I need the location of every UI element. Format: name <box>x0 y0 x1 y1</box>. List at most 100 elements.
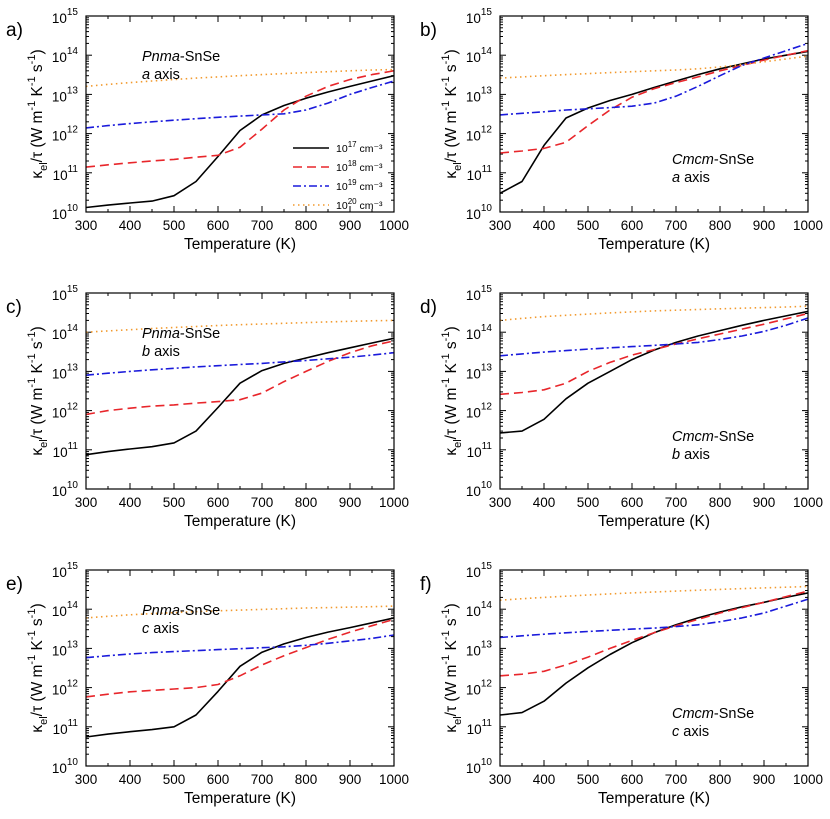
axis-letter: c <box>142 621 150 637</box>
legend-exp: 18 <box>348 159 357 168</box>
x-axis-label: Temperature (K) <box>184 236 296 253</box>
ylab-sub: el <box>452 439 464 448</box>
y-tick-base: 10 <box>466 604 481 619</box>
y-tick-exponent: 14 <box>481 46 493 57</box>
legend-unit: cm⁻³ <box>357 143 383 155</box>
ylab-sup: -1 <box>26 101 38 111</box>
material-rest: -SnSe <box>714 152 754 168</box>
y-tick-label: 1013 <box>52 362 79 381</box>
y-tick-exponent: 10 <box>481 203 493 214</box>
ylab-sup: -1 <box>26 655 38 665</box>
y-tick-exponent: 11 <box>482 718 493 729</box>
y-tick-base: 10 <box>52 604 67 619</box>
y-tick-base: 10 <box>466 129 481 144</box>
x-tick-label: 700 <box>665 772 688 787</box>
y-tick-exponent: 13 <box>67 362 79 373</box>
x-tick-label: 600 <box>621 495 644 510</box>
y-tick-base: 10 <box>466 11 481 26</box>
x-tick-label: 600 <box>621 218 644 233</box>
material-label: Cmcm-SnSe <box>672 429 754 445</box>
series-line-1e20 <box>500 585 808 601</box>
x-tick-label: 1000 <box>793 772 823 787</box>
y-tick-label: 1015 <box>466 7 493 26</box>
y-tick-label: 1010 <box>52 480 79 499</box>
y-tick-base: 10 <box>52 11 67 26</box>
x-tick-label: 600 <box>207 495 230 510</box>
legend-label: 1018 cm⁻³ <box>336 159 383 174</box>
y-tick-exponent: 13 <box>67 639 79 650</box>
panel-label: b) <box>420 20 437 41</box>
y-tick-base: 10 <box>52 327 67 342</box>
y-tick-label: 1010 <box>466 203 493 222</box>
material-rest: -SnSe <box>180 49 220 65</box>
ylab-part: /τ (W m <box>29 388 46 440</box>
material-rest: -SnSe <box>180 326 220 342</box>
y-tick-base: 10 <box>53 168 68 183</box>
axis-label: b axis <box>672 447 710 463</box>
ylab-sup: -1 <box>26 332 38 342</box>
legend-base: 10 <box>336 162 348 174</box>
material-italic: Cmcm <box>672 706 714 722</box>
y-tick-label: 1012 <box>466 125 493 144</box>
series-line-1e19 <box>500 42 808 116</box>
y-tick-base: 10 <box>466 89 481 104</box>
chart-panel-2: 300 400 500 600 700 800 900 1000101010111012101… <box>420 7 823 253</box>
ylab-part: /τ (W m <box>29 111 46 163</box>
panel-label: e) <box>6 574 23 595</box>
x-tick-label: 800 <box>709 218 732 233</box>
x-tick-label: 300 <box>75 772 98 787</box>
y-tick-exponent: 15 <box>481 561 493 572</box>
ylab-sub: el <box>38 162 50 171</box>
y-tick-label: 1010 <box>466 757 493 776</box>
y-tick-base: 10 <box>466 366 481 381</box>
series-line-1e17 <box>86 74 394 209</box>
y-tick-exponent: 12 <box>481 125 493 136</box>
y-tick-base: 10 <box>466 406 481 421</box>
x-tick-label: 1000 <box>793 495 823 510</box>
axis-word: axis <box>150 344 180 360</box>
ylab-part: ) <box>443 49 460 54</box>
y-tick-exponent: 13 <box>67 85 79 96</box>
x-tick-label: 400 <box>119 218 142 233</box>
ylab-part: /τ (W m <box>443 388 460 440</box>
ylab-sup: -1 <box>26 609 38 619</box>
y-tick-exponent: 14 <box>67 600 79 611</box>
ylab-part: ) <box>443 603 460 608</box>
x-tick-label: 900 <box>753 495 776 510</box>
x-tick-label: 500 <box>163 772 186 787</box>
legend-label: 1020 cm⁻³ <box>336 197 383 212</box>
y-axis-label: κel/τ (W m-1 K-1 s-1) <box>440 603 464 732</box>
series-line-1e19 <box>86 351 394 376</box>
ylab-part: ) <box>29 326 46 331</box>
ylab-sup: -1 <box>440 609 452 619</box>
legend-exp: 20 <box>348 197 357 206</box>
y-tick-exponent: 15 <box>481 284 493 295</box>
chart-panel-4: 300 400 500 600 700 800 900 1000101010111012101… <box>420 284 823 530</box>
ylab-kappa: κ <box>29 448 46 456</box>
legend-label: 1019 cm⁻³ <box>336 178 383 193</box>
series-line-1e18 <box>86 70 394 168</box>
axis-label: c axis <box>142 621 179 637</box>
y-tick-label: 1012 <box>52 679 79 698</box>
panel-label: a) <box>6 20 23 41</box>
axis-word: axis <box>149 621 179 637</box>
panel-label: f) <box>420 574 432 595</box>
x-tick-label: 1000 <box>379 218 409 233</box>
y-tick-base: 10 <box>52 484 67 499</box>
ylab-part: /τ (W m <box>443 665 460 717</box>
y-tick-exponent: 14 <box>481 600 493 611</box>
x-tick-label: 1000 <box>793 218 823 233</box>
y-tick-exponent: 11 <box>68 441 79 452</box>
axis-word: axis <box>679 724 709 740</box>
ylab-kappa: κ <box>443 448 460 456</box>
ylab-sup: -1 <box>26 55 38 65</box>
y-tick-base: 10 <box>52 89 67 104</box>
legend-exp: 19 <box>348 178 357 187</box>
material-rest: -SnSe <box>714 429 754 445</box>
y-tick-label: 1013 <box>52 639 79 658</box>
y-tick-label: 1012 <box>466 402 493 421</box>
ylab-sup: -1 <box>26 630 38 640</box>
legend-base: 10 <box>336 143 348 155</box>
plot-frame <box>85 15 395 213</box>
x-tick-label: 800 <box>295 495 318 510</box>
